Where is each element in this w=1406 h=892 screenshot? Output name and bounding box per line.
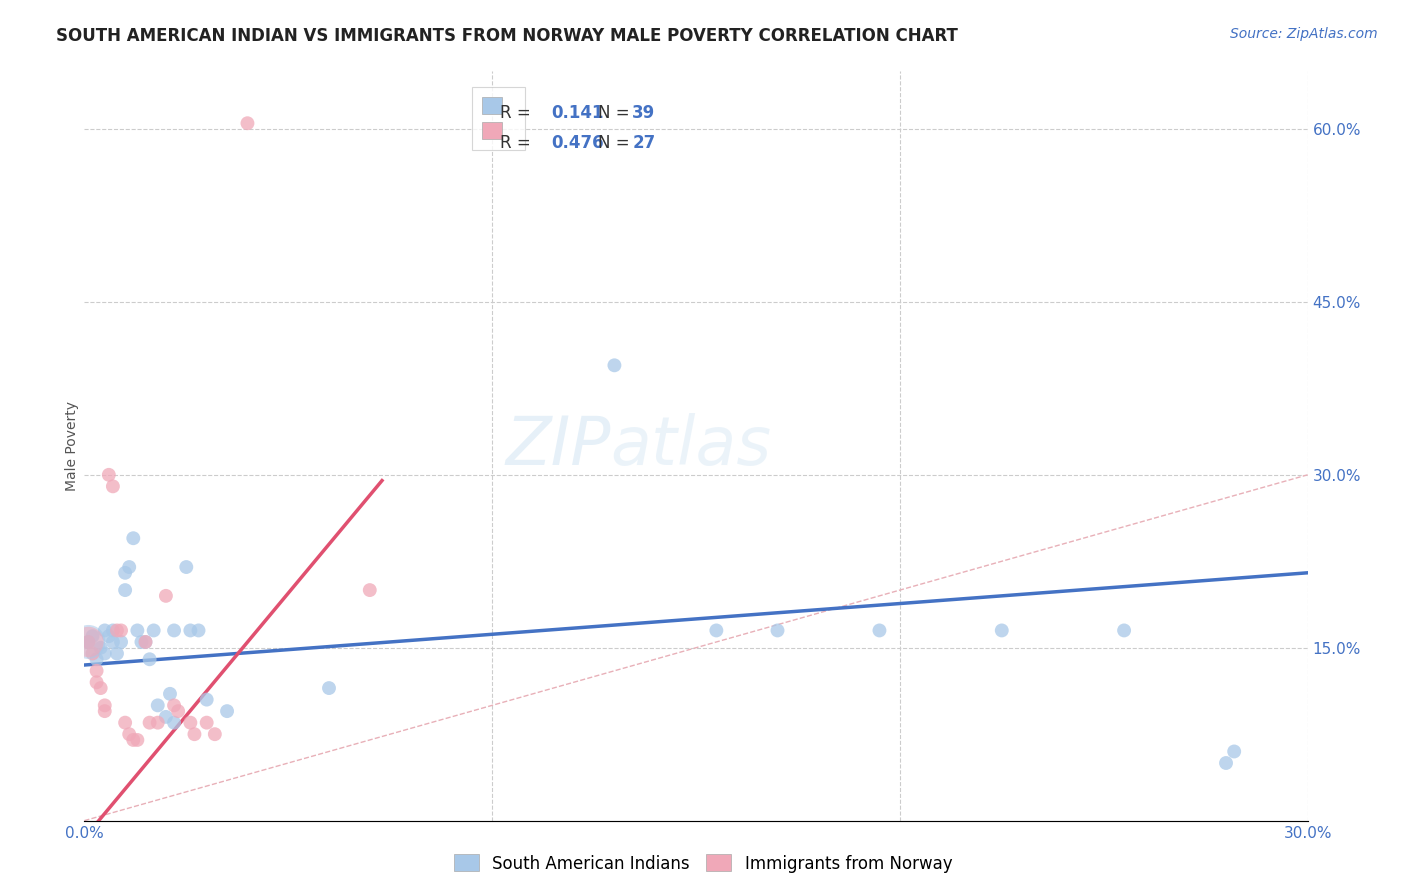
Point — [77, 635, 100, 649]
Point — [155, 589, 177, 603]
Text: R =: R = — [501, 103, 536, 121]
Point — [1215, 756, 1237, 770]
Text: N =: N = — [598, 103, 636, 121]
Point — [766, 624, 789, 638]
Point — [97, 629, 120, 643]
Point — [110, 624, 132, 638]
Point — [195, 692, 218, 706]
Point — [127, 733, 149, 747]
Point — [179, 715, 201, 730]
Text: Source: ZipAtlas.com: Source: ZipAtlas.com — [1230, 27, 1378, 41]
Point — [77, 635, 100, 649]
Legend: South American Indians, Immigrants from Norway: South American Indians, Immigrants from … — [447, 847, 959, 880]
Point — [603, 359, 626, 373]
Point — [86, 664, 108, 678]
Point — [1223, 744, 1246, 758]
Point — [90, 681, 112, 695]
Point — [163, 698, 186, 713]
Point — [183, 727, 205, 741]
Point — [114, 566, 136, 580]
Point — [101, 479, 124, 493]
Point — [135, 635, 157, 649]
Point — [1114, 624, 1136, 638]
Point — [359, 583, 381, 598]
Point — [174, 560, 197, 574]
Point — [82, 647, 104, 661]
Point — [93, 698, 115, 713]
Point — [86, 652, 108, 666]
Text: 39: 39 — [633, 103, 655, 121]
Legend: , : , — [472, 87, 526, 150]
Point — [146, 698, 169, 713]
Point — [179, 624, 201, 638]
Point — [159, 687, 181, 701]
Point — [142, 624, 165, 638]
Text: N =: N = — [598, 134, 636, 152]
Point — [105, 624, 128, 638]
Point — [122, 531, 145, 545]
Text: SOUTH AMERICAN INDIAN VS IMMIGRANTS FROM NORWAY MALE POVERTY CORRELATION CHART: SOUTH AMERICAN INDIAN VS IMMIGRANTS FROM… — [56, 27, 957, 45]
Point — [127, 624, 149, 638]
Point — [93, 624, 115, 638]
Point — [155, 710, 177, 724]
Point — [138, 715, 160, 730]
Point — [135, 635, 157, 649]
Point — [163, 624, 186, 638]
Point — [101, 635, 124, 649]
Point — [101, 624, 124, 638]
Point — [86, 675, 108, 690]
Point — [217, 704, 239, 718]
Point — [167, 704, 190, 718]
Point — [110, 635, 132, 649]
Point — [146, 715, 169, 730]
Point — [195, 715, 218, 730]
Point — [105, 647, 128, 661]
Point — [118, 727, 141, 741]
Point — [991, 624, 1014, 638]
Point — [77, 635, 100, 649]
Point — [90, 640, 112, 655]
Point — [122, 733, 145, 747]
Point — [118, 560, 141, 574]
Point — [82, 629, 104, 643]
Point — [318, 681, 340, 695]
Point — [114, 715, 136, 730]
Text: ZIP: ZIP — [505, 413, 610, 479]
Point — [93, 647, 115, 661]
Point — [93, 704, 115, 718]
Point — [131, 635, 153, 649]
Point — [138, 652, 160, 666]
Point — [204, 727, 226, 741]
Text: R =: R = — [501, 134, 536, 152]
Y-axis label: Male Poverty: Male Poverty — [65, 401, 79, 491]
Point — [706, 624, 728, 638]
Text: 0.476: 0.476 — [551, 134, 605, 152]
Point — [114, 583, 136, 598]
Point — [869, 624, 891, 638]
Text: atlas: atlas — [610, 413, 772, 479]
Point — [163, 715, 186, 730]
Text: 0.141: 0.141 — [551, 103, 605, 121]
Point — [187, 624, 209, 638]
Point — [77, 635, 100, 649]
Point — [236, 116, 259, 130]
Point — [97, 467, 120, 482]
Text: 27: 27 — [633, 134, 655, 152]
